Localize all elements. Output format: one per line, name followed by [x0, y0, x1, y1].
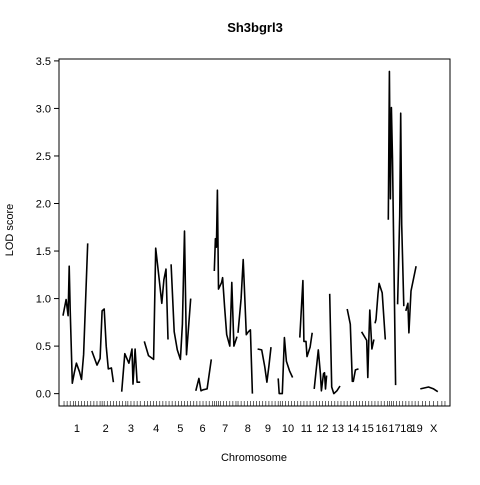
lod-line-chr-18	[396, 112, 405, 307]
plot-frame	[58, 58, 451, 407]
chromosome-label-4: 4	[153, 423, 159, 435]
y-tick-label: 1.0	[36, 294, 51, 306]
lod-line-chr-14	[346, 308, 359, 383]
y-tick-label: 3.5	[36, 56, 51, 68]
chromosome-label-17: 17	[388, 423, 400, 435]
y-axis-label: LOD score	[4, 204, 16, 257]
y-tick-label: 1.5	[36, 246, 51, 258]
y-tick-label: 0.5	[36, 341, 51, 353]
chromosome-label-10: 10	[282, 423, 294, 435]
y-tick-label: 2.0	[36, 199, 51, 211]
lod-line-chr-15	[360, 309, 375, 379]
chromosome-label-19: 19	[411, 423, 423, 435]
lod-line-chr-5	[170, 230, 192, 361]
chromosome-label-16: 16	[376, 423, 388, 435]
lod-line-chr-4	[143, 247, 169, 361]
chromosome-label-7: 7	[222, 423, 228, 435]
chromosome-label-13: 13	[332, 423, 344, 435]
chromosome-label-X: X	[430, 423, 438, 435]
chromosome-label-18: 18	[400, 423, 412, 435]
lod-line-chr-19	[405, 266, 417, 334]
y-tick-label: 3.0	[36, 103, 51, 115]
lod-line-chr-16	[374, 282, 387, 340]
lod-line-chr-7	[213, 189, 238, 347]
lod-line-chr-11	[299, 279, 313, 358]
lod-line-chr-9	[257, 347, 272, 384]
y-tick-label: 0.0	[36, 389, 51, 401]
chromosome-label-8: 8	[245, 423, 251, 435]
lod-line-chr-13	[328, 293, 341, 395]
y-axis: 0.0 0.5 1.0 1.5 2.0 2.5 3.0 3.5	[36, 56, 59, 401]
lod-line-chr-8	[237, 258, 254, 394]
chromosome-label-6: 6	[199, 423, 205, 435]
chart-title: Sh3bgrl3	[227, 20, 283, 35]
chromosome-label-1: 1	[74, 423, 80, 435]
chromosome-label-15: 15	[362, 423, 374, 435]
lod-line-chr-6	[195, 359, 213, 392]
chromosome-label-2: 2	[103, 423, 109, 435]
lod-line-chr-2	[91, 308, 115, 383]
chromosome-label-11: 11	[301, 423, 312, 435]
lod-line-chr-1	[62, 243, 89, 385]
marker-rug	[63, 401, 446, 406]
y-tick-label: 2.5	[36, 151, 51, 163]
chromosome-label-5: 5	[177, 423, 183, 435]
chromosome-label-12: 12	[316, 423, 328, 435]
lod-series	[62, 70, 439, 395]
lod-line-chr-10	[277, 336, 294, 395]
lod-line-chr-17	[387, 70, 397, 386]
x-axis-label: Chromosome	[221, 452, 287, 464]
chromosome-label-3: 3	[128, 423, 134, 435]
chromosome-label-14: 14	[347, 423, 359, 435]
lod-line-chr-12	[313, 349, 328, 392]
lod-line-chr-X	[420, 386, 439, 393]
chromosome-label-9: 9	[265, 423, 271, 435]
lod-line-chr-3	[120, 348, 141, 392]
